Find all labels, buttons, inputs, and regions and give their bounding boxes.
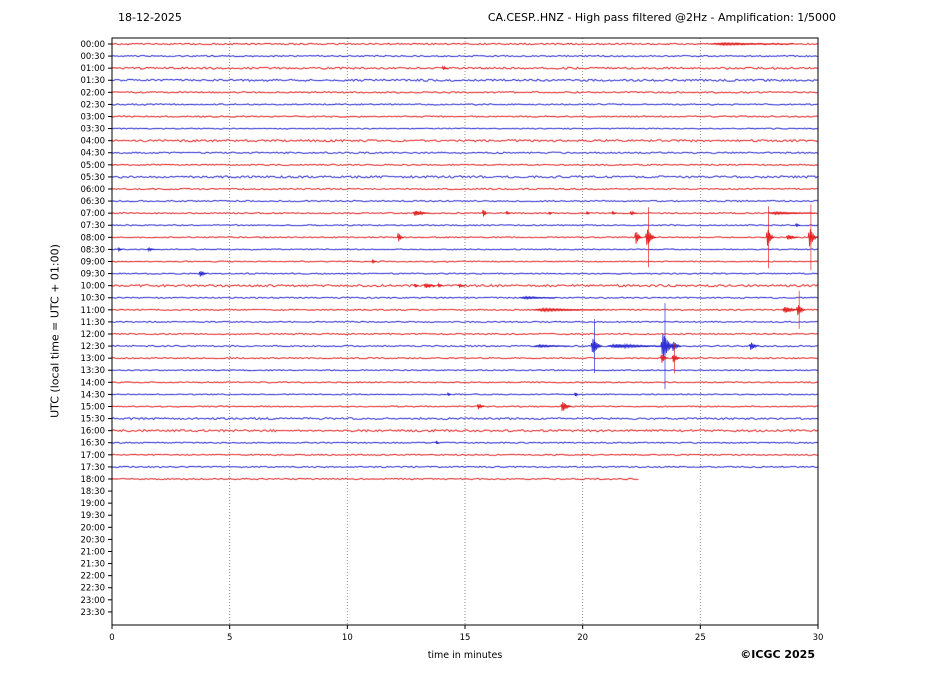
svg-text:09:00: 09:00 xyxy=(81,257,106,267)
svg-text:20:00: 20:00 xyxy=(81,523,106,533)
svg-text:10:00: 10:00 xyxy=(81,282,106,292)
svg-text:23:30: 23:30 xyxy=(81,608,106,618)
copyright-label: ©ICGC 2025 xyxy=(740,648,815,661)
svg-text:12:00: 12:00 xyxy=(81,330,106,340)
svg-text:13:30: 13:30 xyxy=(81,366,106,376)
svg-text:09:30: 09:30 xyxy=(81,270,106,280)
x-axis-label: time in minutes xyxy=(427,650,503,661)
svg-text:15:00: 15:00 xyxy=(81,402,106,412)
svg-text:20:30: 20:30 xyxy=(81,535,106,545)
svg-text:17:00: 17:00 xyxy=(81,451,106,461)
svg-text:07:30: 07:30 xyxy=(81,221,106,231)
svg-text:18:30: 18:30 xyxy=(81,487,106,497)
svg-text:14:00: 14:00 xyxy=(81,378,106,388)
svg-text:10:30: 10:30 xyxy=(81,294,106,304)
svg-text:20: 20 xyxy=(577,633,588,643)
svg-text:03:00: 03:00 xyxy=(81,112,106,122)
svg-text:16:00: 16:00 xyxy=(81,427,106,437)
svg-text:0: 0 xyxy=(109,633,114,643)
svg-text:02:00: 02:00 xyxy=(81,88,106,98)
svg-text:25: 25 xyxy=(695,633,706,643)
svg-text:13:00: 13:00 xyxy=(81,354,106,364)
svg-text:16:30: 16:30 xyxy=(81,439,106,449)
svg-text:19:30: 19:30 xyxy=(81,511,106,521)
svg-text:06:30: 06:30 xyxy=(81,197,106,207)
svg-text:21:00: 21:00 xyxy=(81,547,106,557)
svg-text:19:00: 19:00 xyxy=(81,499,106,509)
svg-text:11:30: 11:30 xyxy=(81,318,106,328)
svg-text:05:00: 05:00 xyxy=(81,161,106,171)
svg-text:02:30: 02:30 xyxy=(81,100,106,110)
svg-text:21:30: 21:30 xyxy=(81,560,106,570)
svg-text:11:00: 11:00 xyxy=(81,306,106,316)
date-label: 18-12-2025 xyxy=(118,11,182,24)
svg-text:23:00: 23:00 xyxy=(81,596,106,606)
svg-text:03:30: 03:30 xyxy=(81,125,106,135)
svg-text:01:00: 01:00 xyxy=(81,64,106,74)
svg-text:00:30: 00:30 xyxy=(81,52,106,62)
svg-text:08:00: 08:00 xyxy=(81,233,106,243)
svg-text:17:30: 17:30 xyxy=(81,463,106,473)
svg-text:08:30: 08:30 xyxy=(81,245,106,255)
svg-text:04:30: 04:30 xyxy=(81,149,106,159)
svg-text:07:00: 07:00 xyxy=(81,209,106,219)
svg-text:04:00: 04:00 xyxy=(81,137,106,147)
svg-text:22:30: 22:30 xyxy=(81,584,106,594)
svg-text:18:00: 18:00 xyxy=(81,475,106,485)
svg-text:5: 5 xyxy=(227,633,232,643)
svg-text:22:00: 22:00 xyxy=(81,572,106,582)
svg-text:05:30: 05:30 xyxy=(81,173,106,183)
svg-text:15: 15 xyxy=(460,633,471,643)
svg-text:12:30: 12:30 xyxy=(81,342,106,352)
svg-text:15:30: 15:30 xyxy=(81,415,106,425)
svg-text:00:00: 00:00 xyxy=(81,40,106,50)
plot-title: CA.CESP..HNZ - High pass filtered @2Hz -… xyxy=(487,11,836,24)
svg-text:30: 30 xyxy=(813,633,824,643)
svg-text:01:30: 01:30 xyxy=(81,76,106,86)
svg-text:06:00: 06:00 xyxy=(81,185,106,195)
svg-text:14:30: 14:30 xyxy=(81,390,106,400)
svg-text:10: 10 xyxy=(342,633,353,643)
